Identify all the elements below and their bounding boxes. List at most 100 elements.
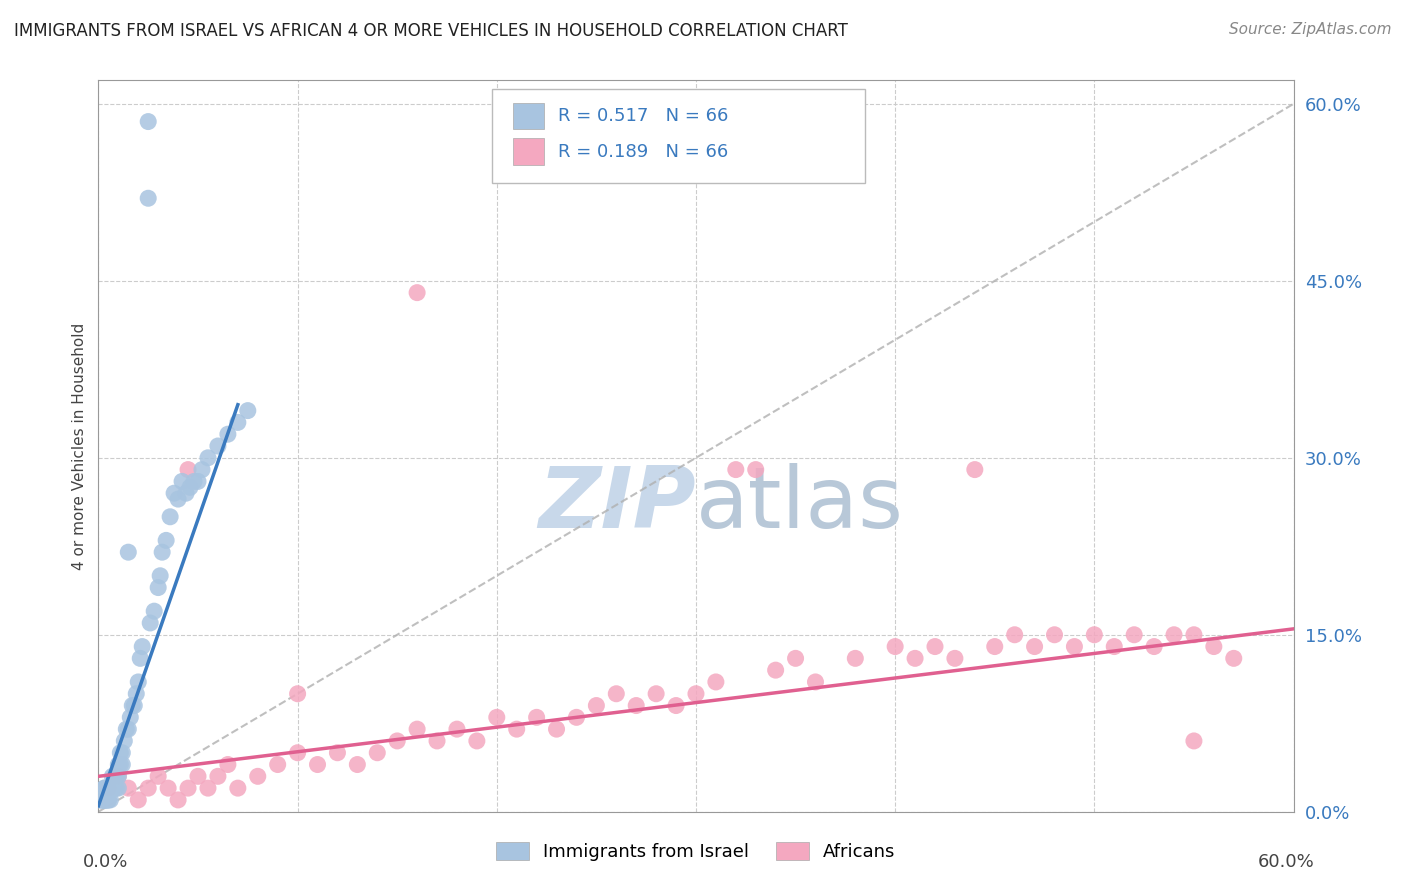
Point <box>1043 628 1066 642</box>
Point <box>191 462 214 476</box>
Point <box>172 475 194 489</box>
Point <box>93 793 115 807</box>
Point <box>207 769 229 783</box>
Point <box>117 781 139 796</box>
Point <box>129 651 152 665</box>
Point <box>1223 651 1246 665</box>
Point <box>226 781 249 796</box>
Point <box>107 769 129 783</box>
Point <box>197 450 219 465</box>
Point <box>93 793 115 807</box>
Point <box>103 781 125 796</box>
Point <box>1063 640 1085 654</box>
Point <box>159 509 181 524</box>
Point <box>112 734 135 748</box>
Point <box>136 781 159 796</box>
Point <box>93 781 115 796</box>
Point <box>426 734 449 748</box>
Point <box>157 781 180 796</box>
Point <box>724 462 747 476</box>
Point <box>97 793 120 807</box>
Point <box>107 757 129 772</box>
Point <box>605 687 627 701</box>
Point <box>884 640 907 654</box>
Point <box>97 793 120 807</box>
Point <box>96 781 118 796</box>
Point <box>984 640 1007 654</box>
Point <box>131 640 153 654</box>
Point <box>150 545 173 559</box>
Point <box>1182 734 1205 748</box>
Point <box>326 746 349 760</box>
Point <box>1123 628 1146 642</box>
Point <box>366 746 388 760</box>
Point <box>91 793 114 807</box>
Point <box>217 427 239 442</box>
Point <box>110 746 132 760</box>
Point <box>236 403 259 417</box>
Point <box>89 793 111 807</box>
Point <box>103 769 125 783</box>
Point <box>704 675 727 690</box>
Point <box>183 475 205 489</box>
Point <box>167 793 190 807</box>
Text: 60.0%: 60.0% <box>1258 853 1315 871</box>
Point <box>136 114 159 128</box>
Point <box>107 769 129 783</box>
Point <box>1104 640 1126 654</box>
Point <box>143 604 166 618</box>
Text: ZIP: ZIP <box>538 463 696 546</box>
Point <box>1163 628 1185 642</box>
Text: 0.0%: 0.0% <box>83 853 128 871</box>
Point <box>943 651 966 665</box>
Point <box>785 651 807 665</box>
Point <box>127 793 149 807</box>
Y-axis label: 4 or more Vehicles in Household: 4 or more Vehicles in Household <box>72 322 87 570</box>
Point <box>98 793 122 807</box>
Point <box>506 722 529 736</box>
Point <box>117 722 139 736</box>
Point <box>207 439 229 453</box>
Point <box>307 757 329 772</box>
Point <box>346 757 368 772</box>
Point <box>287 687 309 701</box>
Point <box>117 545 139 559</box>
Point <box>565 710 588 724</box>
Point <box>246 769 269 783</box>
Point <box>685 687 707 701</box>
Point <box>127 675 149 690</box>
Point <box>217 757 239 772</box>
Point <box>121 698 143 713</box>
Point <box>187 769 209 783</box>
Point <box>1024 640 1046 654</box>
Point <box>844 651 866 665</box>
Point <box>174 486 197 500</box>
Point <box>98 781 122 796</box>
Point <box>226 416 249 430</box>
Point <box>1202 640 1225 654</box>
Point <box>105 769 128 783</box>
Point <box>585 698 607 713</box>
Point <box>139 615 162 630</box>
Point <box>101 781 124 796</box>
Text: IMMIGRANTS FROM ISRAEL VS AFRICAN 4 OR MORE VEHICLES IN HOUSEHOLD CORRELATION CH: IMMIGRANTS FROM ISRAEL VS AFRICAN 4 OR M… <box>14 22 848 40</box>
Point <box>93 793 115 807</box>
Point <box>626 698 648 713</box>
Point <box>105 781 128 796</box>
Point <box>148 769 170 783</box>
Point <box>115 722 138 736</box>
Point <box>167 492 190 507</box>
Point <box>111 757 134 772</box>
Point <box>125 687 148 701</box>
Point <box>485 710 508 724</box>
Point <box>179 480 201 494</box>
Point <box>96 793 118 807</box>
Point <box>187 475 209 489</box>
Point <box>904 651 927 665</box>
Point <box>385 734 409 748</box>
Point <box>98 781 122 796</box>
Point <box>93 781 115 796</box>
Point <box>111 746 134 760</box>
Point <box>97 781 120 796</box>
Point <box>93 793 115 807</box>
